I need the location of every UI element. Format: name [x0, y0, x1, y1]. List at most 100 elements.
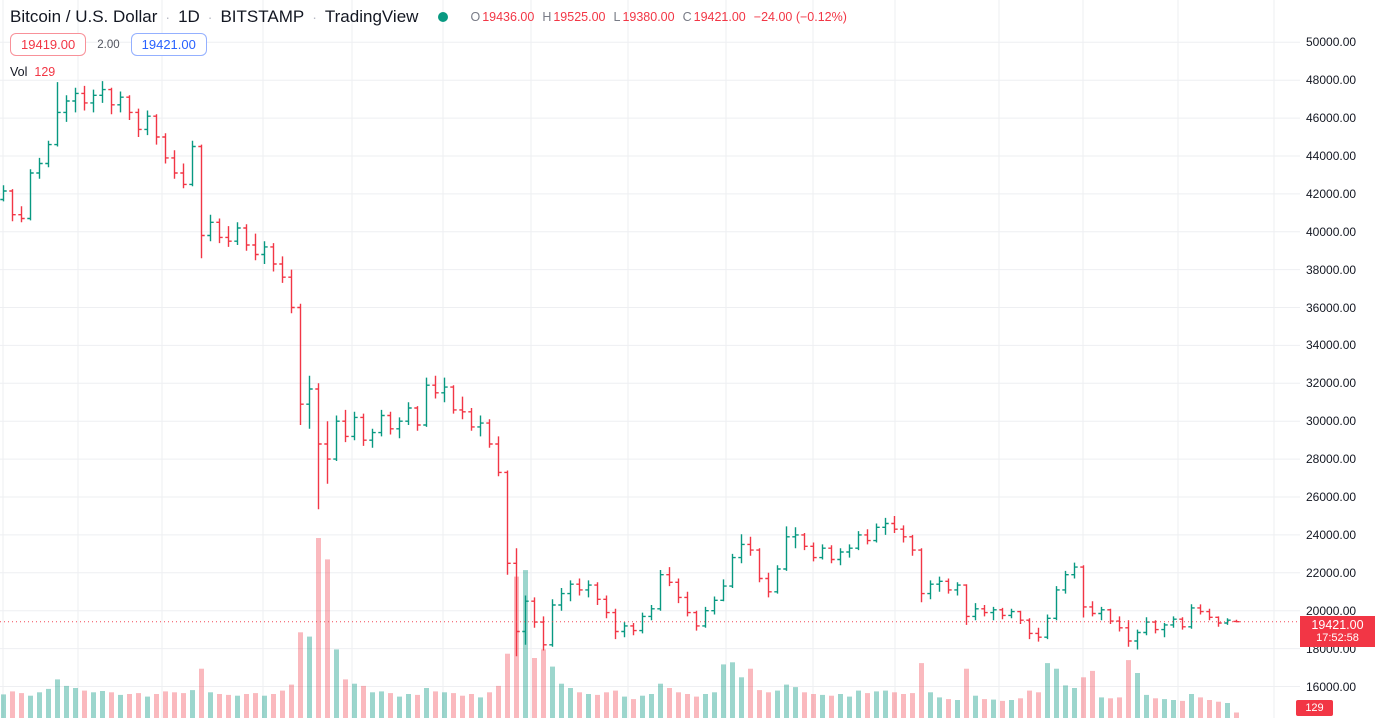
- volume-bar: [424, 688, 429, 718]
- volume-bar: [352, 683, 357, 718]
- volume-bar: [1225, 703, 1230, 718]
- volume-bar: [955, 700, 960, 718]
- price-tick-label: 28000.00: [1306, 452, 1357, 467]
- volume-bar: [55, 679, 60, 718]
- volume-bar: [568, 688, 573, 718]
- volume-bar: [361, 685, 366, 718]
- volume-bar: [973, 695, 978, 718]
- volume-bar: [388, 693, 393, 718]
- volume-bar: [676, 692, 681, 718]
- volume-bar: [982, 699, 987, 718]
- volume-bar: [856, 690, 861, 718]
- price-tick-label: 42000.00: [1306, 186, 1357, 201]
- chart-legend-title: Bitcoin / U.S. Dollar · 1D · BITSTAMP · …: [10, 7, 847, 27]
- volume-bar: [505, 653, 510, 718]
- volume-bar: [820, 694, 825, 718]
- volume-bar: [658, 683, 663, 718]
- volume-bar: [82, 690, 87, 718]
- volume-bar: [586, 694, 591, 718]
- volume-bar: [1018, 698, 1023, 718]
- title-separator: ·: [165, 9, 171, 25]
- volume-bar: [262, 695, 267, 718]
- volume-bar: [289, 684, 294, 718]
- exchange-label[interactable]: BITSTAMP: [220, 7, 305, 26]
- price-tick-label: 44000.00: [1306, 149, 1357, 163]
- symbol-button[interactable]: Bitcoin / U.S. Dollar: [10, 7, 158, 26]
- volume-bar: [298, 632, 303, 718]
- volume-bar: [415, 694, 420, 718]
- ask-button[interactable]: 19421.00: [130, 33, 207, 56]
- volume-bar: [433, 691, 438, 718]
- volume-bar: [901, 694, 906, 718]
- tradingview-link[interactable]: TradingView: [324, 7, 419, 26]
- price-axis[interactable]: 16000.00 18000.00 20000.00 22000.00 24000.00…: [1296, 0, 1375, 718]
- volume-bar: [946, 699, 951, 718]
- volume-bar: [460, 695, 465, 718]
- volume-bar: [91, 692, 96, 718]
- price-tick-label: 34000.00: [1306, 338, 1357, 353]
- volume-bar: [379, 691, 384, 718]
- volume-bar: [280, 690, 285, 718]
- interval-button[interactable]: 1D: [178, 7, 200, 26]
- volume-bar: [442, 692, 447, 718]
- volume-bar: [199, 668, 204, 718]
- price-tick-label: 36000.00: [1306, 300, 1357, 315]
- volume-bar: [1090, 670, 1095, 718]
- volume-bar: [577, 692, 582, 718]
- volume-bar: [613, 690, 618, 718]
- volume-bar: [1063, 685, 1068, 718]
- close-label: C: [682, 10, 692, 24]
- bid-ask-row: 19419.00 2.00 19421.00: [10, 33, 207, 56]
- volume-bar: [1027, 690, 1032, 718]
- price-tick-label: 16000.00: [1306, 679, 1357, 694]
- volume-bar: [271, 694, 276, 718]
- volume-bar: [883, 690, 888, 718]
- volume-bar: [109, 692, 114, 718]
- volume-bar: [595, 694, 600, 718]
- volume-bar: [253, 693, 258, 718]
- volume-bar: [73, 688, 78, 718]
- high-value: 19525.00: [553, 10, 606, 24]
- volume-bar: [172, 692, 177, 718]
- volume-bar: [46, 688, 51, 718]
- volume-bar: [1072, 688, 1077, 718]
- volume-bar: [667, 688, 672, 718]
- volume-bar: [532, 658, 537, 718]
- volume-legend[interactable]: Vol 129: [10, 65, 55, 79]
- volume-bar: [1189, 694, 1194, 718]
- volume-bar: [649, 694, 654, 718]
- volume-bar: [1099, 697, 1104, 718]
- change-value: −24.00 (−0.12%): [753, 10, 847, 24]
- volume-bar: [1126, 660, 1131, 718]
- volume-bar: [784, 684, 789, 718]
- volume-bar: [937, 697, 942, 718]
- volume-bar: [190, 690, 195, 718]
- volume-bar: [721, 664, 726, 718]
- volume-bar: [1117, 697, 1122, 718]
- volume-bar: [316, 538, 321, 718]
- volume-bar: [640, 695, 645, 718]
- volume-bar: [892, 692, 897, 718]
- bid-button[interactable]: 19419.00: [10, 33, 87, 56]
- volume-bar: [775, 690, 780, 718]
- volume-bar: [226, 694, 231, 718]
- spread-value: 2.00: [97, 38, 120, 51]
- last-volume-tag: 129: [1296, 700, 1333, 716]
- market-status-icon[interactable]: [438, 12, 449, 22]
- volume-bar: [919, 663, 924, 718]
- volume-bar: [19, 693, 24, 718]
- last-price-tag-value: 19421.00: [1311, 618, 1364, 633]
- volume-label: Vol: [10, 65, 28, 79]
- volume-bar: [622, 696, 627, 718]
- volume-bar: [496, 685, 501, 718]
- price-tick-label: 32000.00: [1306, 376, 1357, 391]
- price-tick-label: 22000.00: [1306, 565, 1357, 580]
- volume-bar: [244, 694, 249, 718]
- last-price-tag: 19421.00 17:52:58: [1300, 616, 1375, 648]
- volume-bar: [136, 693, 141, 718]
- volume-bar: [910, 693, 915, 718]
- volume-bar: [739, 677, 744, 718]
- volume-bar: [964, 668, 969, 718]
- volume-bar: [28, 695, 33, 718]
